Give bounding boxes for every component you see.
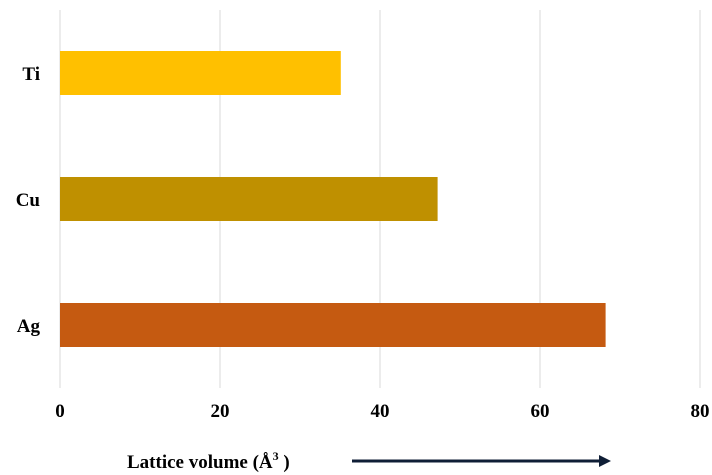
y-tick-label-ag: Ag [17, 316, 41, 337]
x-tick-label: 60 [531, 401, 550, 422]
x-axis-arrow-head [599, 455, 611, 467]
x-axis-title-text: Lattice volume (Å [127, 452, 273, 473]
x-tick-label: 80 [691, 401, 710, 422]
bar-cu [60, 177, 438, 221]
x-axis-title-close: ) [279, 452, 290, 473]
y-axis-labels: Ti Cu Ag [16, 64, 41, 337]
bar-ag [60, 303, 606, 347]
x-tick-label: 0 [55, 401, 65, 422]
y-tick-label-cu: Cu [16, 190, 41, 211]
y-tick-label-ti: Ti [22, 64, 40, 85]
x-tick-label: 20 [211, 401, 230, 422]
x-axis-tick-labels: 0 20 40 60 80 [55, 401, 709, 422]
bar-ti [60, 51, 341, 95]
x-axis-title: Lattice volume (Å3 ) [127, 449, 290, 473]
bar-series [60, 51, 606, 347]
x-axis-title-group: Lattice volume (Å3 ) [127, 449, 611, 473]
x-tick-label: 40 [371, 401, 390, 422]
